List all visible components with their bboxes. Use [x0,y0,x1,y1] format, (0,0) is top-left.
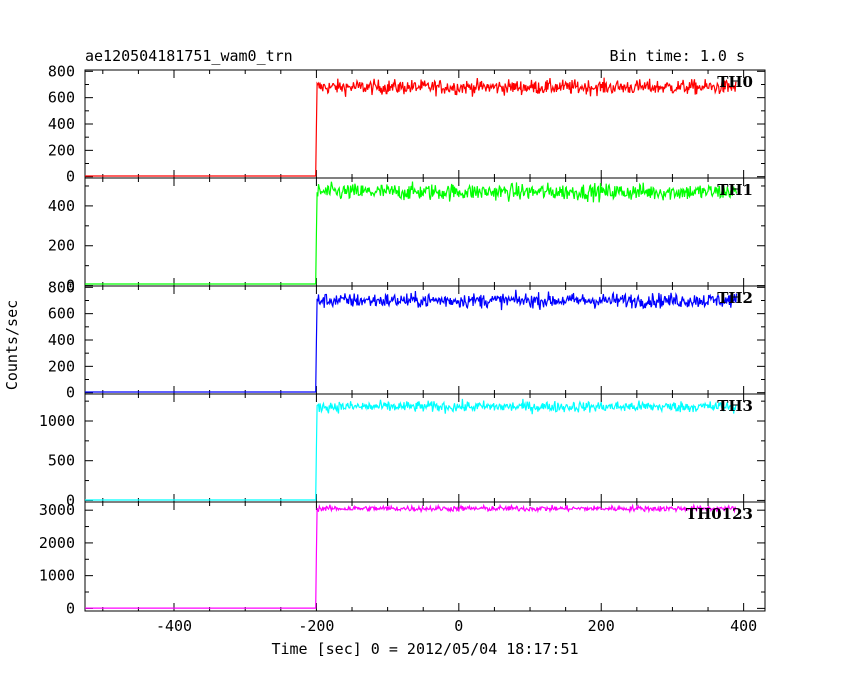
y-tick-label: 2000 [39,534,75,552]
panel-frame-th0123 [84,501,766,612]
y-tick-label: 0 [66,599,75,617]
x-axis-label: Time [sec] 0 = 2012/05/04 18:17:51 [271,640,578,658]
y-tick-label: 1000 [39,412,75,430]
series-label-th1: TH1 [717,181,753,199]
series-label-th0123: TH0123 [686,505,753,523]
y-tick-label: 800 [48,278,75,296]
y-tick-label: 400 [48,331,75,349]
panel-frame-th1 [84,177,766,287]
y-tick-label: 0 [66,491,75,509]
y-tick-label: 3000 [39,501,75,519]
y-tick-label: 0 [66,384,75,402]
y-tick-label: 200 [48,237,75,255]
series-line-th0 [85,77,737,177]
series-label-th3: TH3 [717,397,753,415]
y-tick-label: 200 [48,357,75,375]
y-tick-label: 800 [48,62,75,80]
y-axis-label: Counts/sec [3,300,21,390]
y-tick-label: 500 [48,452,75,470]
bin-time-label: Bin time: 1.0 s [610,47,745,65]
series-line-th3 [85,398,737,501]
x-tick-label: -200 [298,617,334,635]
x-tick-label: 400 [730,617,757,635]
y-tick-label: 600 [48,305,75,323]
series-label-th0: TH0 [717,73,753,91]
y-tick-label: 600 [48,89,75,107]
y-tick-label: 1000 [39,567,75,585]
series-line-th2 [85,289,738,393]
panel-frame-th3 [84,393,766,503]
y-tick-label: 400 [48,197,75,215]
y-tick-label: 0 [66,277,75,295]
y-tick-label: 400 [48,115,75,133]
chart-title: ae120504181751_wam0_trn [85,47,293,65]
y-tick-label: 200 [48,141,75,159]
x-tick-label: -400 [156,617,192,635]
series-line-th1 [85,181,738,285]
y-tick-label: 0 [66,168,75,186]
x-tick-label: 200 [588,617,615,635]
series-line-th0123 [85,503,737,609]
series-label-th2: TH2 [717,289,753,307]
x-tick-label: 0 [454,617,463,635]
